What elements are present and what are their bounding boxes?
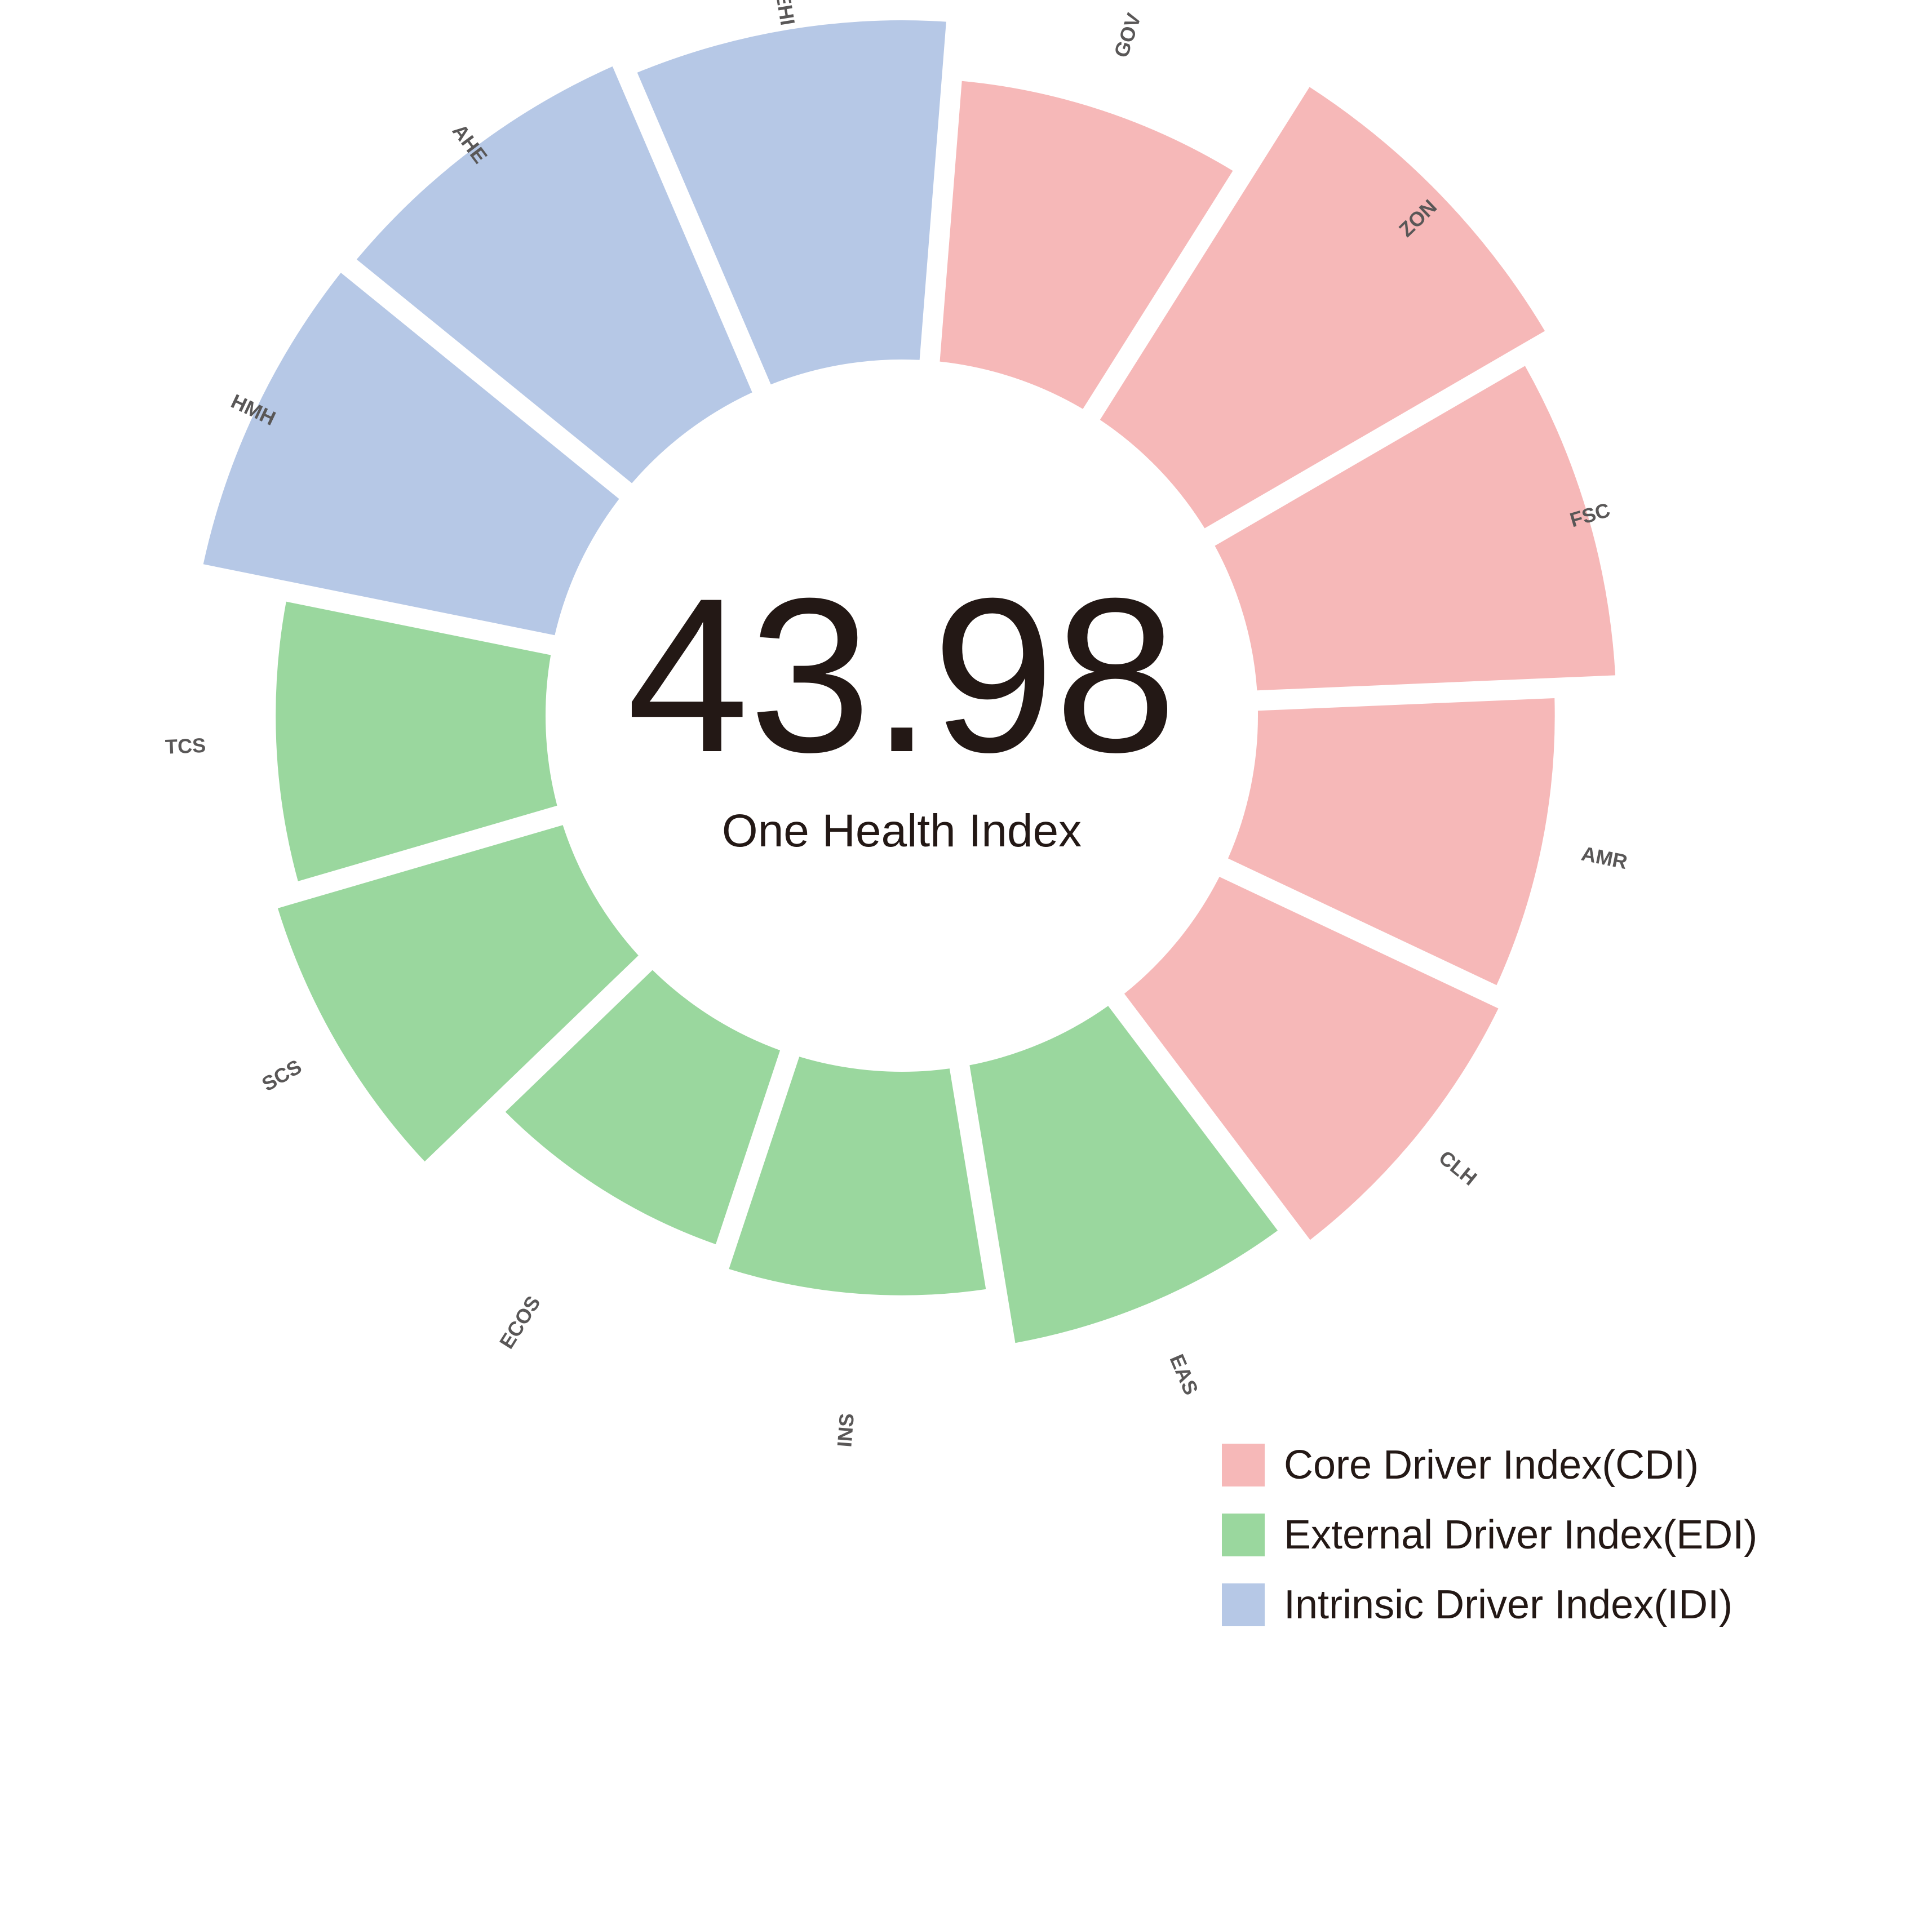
segment-label-amr: AMR [1580, 842, 1629, 873]
segment-label-clh: CLH [1434, 1146, 1481, 1190]
segment-label-ecos: ECOS [495, 1292, 545, 1352]
legend-item-cdi: Core Driver Index(CDI) [1222, 1443, 1757, 1488]
segment-ahe [356, 66, 752, 483]
legend-label-cdi: Core Driver Index(CDI) [1284, 1443, 1699, 1488]
segment-label-ins: INS [832, 1413, 858, 1448]
segment-amr [1228, 698, 1555, 986]
segment-hmh [203, 273, 619, 636]
segments-layer [203, 20, 1616, 1343]
segment-label-tcs: TCS [165, 734, 206, 758]
segment-ecos [505, 970, 781, 1245]
segment-ehi [637, 20, 946, 385]
center-value: 43.98 [627, 552, 1177, 798]
legend-swatch-idi [1222, 1583, 1265, 1626]
segment-label-ehi: EHI [771, 0, 799, 27]
legend: Core Driver Index(CDI) External Driver I… [1222, 1443, 1757, 1652]
legend-swatch-cdi [1222, 1444, 1265, 1486]
segment-tcs [276, 601, 557, 881]
legend-swatch-edi [1222, 1514, 1265, 1556]
segment-label-eas: EAS [1166, 1351, 1203, 1398]
segment-gov [940, 81, 1233, 409]
segment-zon [1100, 87, 1545, 529]
segment-label-scs: SCS [258, 1055, 305, 1096]
segment-clh [1124, 876, 1499, 1240]
segment-fsc [1215, 366, 1616, 691]
segment-eas [969, 1006, 1278, 1343]
segment-scs [277, 825, 639, 1162]
legend-item-edi: External Driver Index(EDI) [1222, 1512, 1757, 1557]
segment-ins [729, 1057, 986, 1295]
segment-label-gov: GOV [1109, 10, 1145, 60]
legend-label-idi: Intrinsic Driver Index(IDI) [1284, 1582, 1733, 1627]
legend-item-idi: Intrinsic Driver Index(IDI) [1222, 1582, 1757, 1627]
center-label: One Health Index [722, 805, 1082, 857]
legend-label-edi: External Driver Index(EDI) [1284, 1512, 1758, 1557]
